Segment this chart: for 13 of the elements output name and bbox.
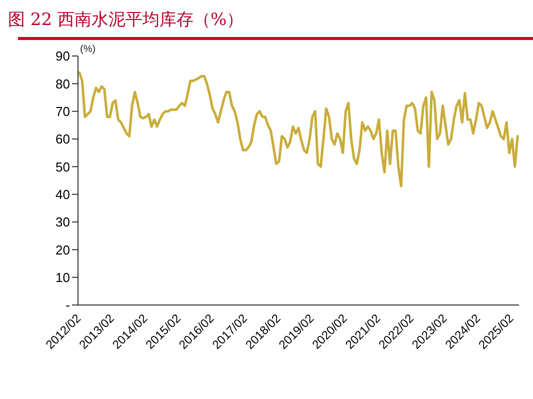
y-tick-label: - xyxy=(66,298,70,313)
y-axis-title: (%) xyxy=(80,44,96,55)
y-tick-label: 40 xyxy=(56,186,70,202)
y-tick-label: 80 xyxy=(56,76,70,92)
y-tick-label: 90 xyxy=(56,48,70,64)
y-tick-label: 70 xyxy=(56,104,70,119)
chart-title: 图 22 西南水泥平均库存（%） xyxy=(8,9,244,31)
y-tick-label: 30 xyxy=(56,214,70,230)
y-tick-label: 10 xyxy=(56,270,70,285)
line-series xyxy=(78,71,519,188)
y-tick-label: 60 xyxy=(56,132,70,147)
y-tick-label: 20 xyxy=(56,242,70,258)
y-tick-label: 50 xyxy=(56,159,70,174)
